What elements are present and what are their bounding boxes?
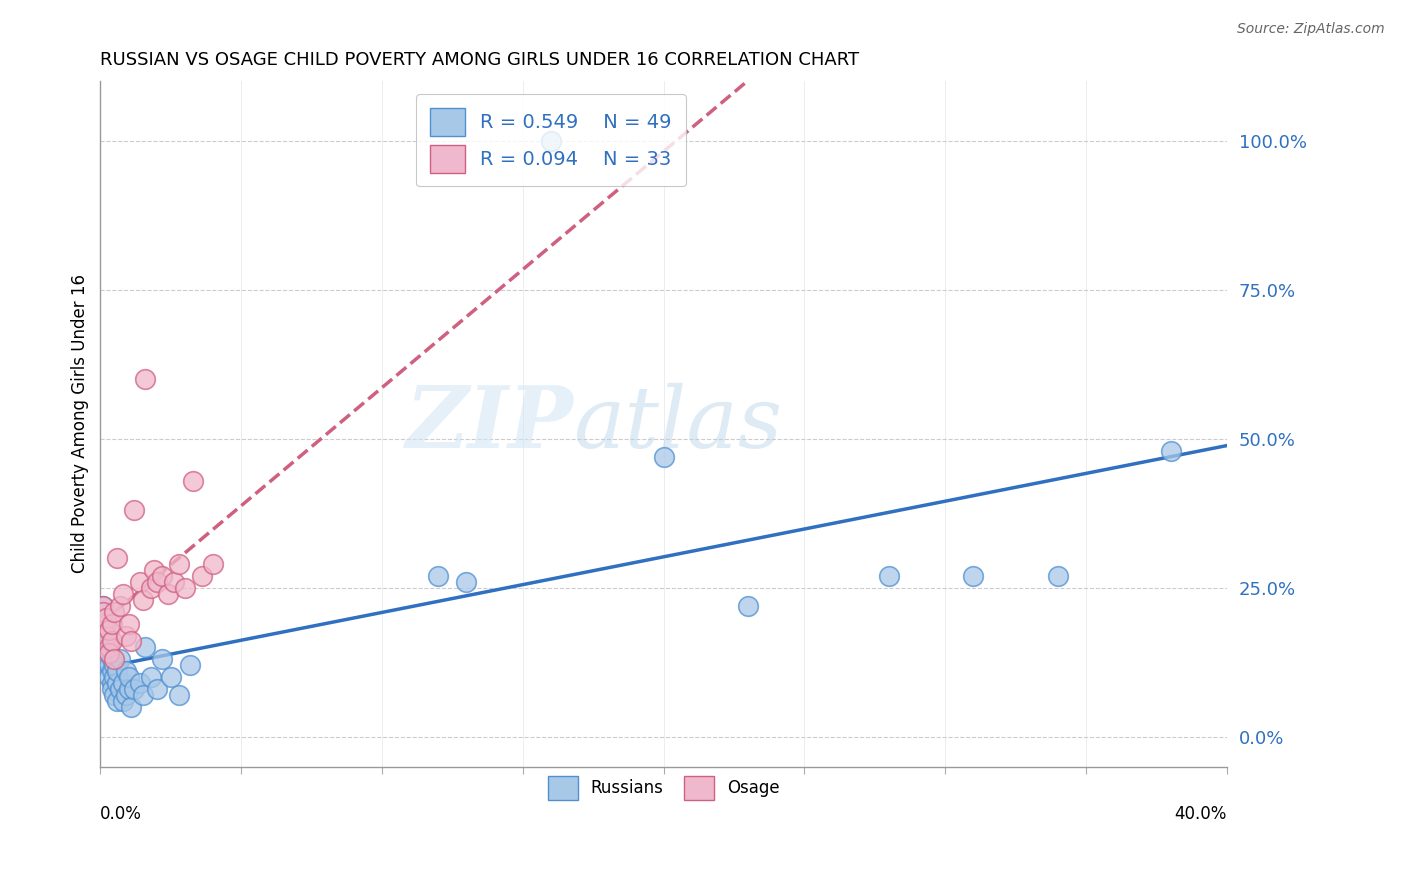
- Point: [94, 640, 117, 655]
- Point: [97, 670, 120, 684]
- Point: [114, 688, 136, 702]
- Point: [100, 665, 122, 679]
- Text: 0.0%: 0.0%: [100, 805, 142, 823]
- Point: [139, 670, 162, 684]
- Point: [91, 605, 114, 619]
- Point: [94, 616, 117, 631]
- Point: [103, 605, 125, 619]
- Point: [456, 574, 478, 589]
- Point: [122, 682, 145, 697]
- Point: [737, 599, 759, 613]
- Point: [1046, 569, 1069, 583]
- Point: [94, 628, 117, 642]
- Point: [131, 592, 153, 607]
- Text: ZIP: ZIP: [405, 382, 574, 466]
- Point: [150, 569, 173, 583]
- Point: [162, 574, 184, 589]
- Point: [122, 503, 145, 517]
- Point: [134, 372, 156, 386]
- Point: [540, 134, 562, 148]
- Point: [97, 658, 120, 673]
- Point: [97, 623, 120, 637]
- Point: [100, 676, 122, 690]
- Point: [108, 599, 131, 613]
- Point: [962, 569, 984, 583]
- Point: [145, 574, 167, 589]
- Point: [103, 688, 125, 702]
- Point: [201, 557, 224, 571]
- Point: [181, 474, 204, 488]
- Point: [145, 682, 167, 697]
- Point: [108, 652, 131, 666]
- Legend: Russians, Osage: Russians, Osage: [541, 769, 786, 806]
- Text: RUSSIAN VS OSAGE CHILD POVERTY AMONG GIRLS UNDER 16 CORRELATION CHART: RUSSIAN VS OSAGE CHILD POVERTY AMONG GIR…: [100, 51, 859, 69]
- Point: [114, 665, 136, 679]
- Point: [91, 616, 114, 631]
- Point: [105, 694, 128, 708]
- Text: atlas: atlas: [574, 383, 783, 466]
- Point: [159, 670, 181, 684]
- Point: [117, 670, 139, 684]
- Point: [128, 574, 150, 589]
- Point: [100, 652, 122, 666]
- Point: [103, 670, 125, 684]
- Point: [103, 652, 125, 666]
- Point: [139, 581, 162, 595]
- Point: [156, 587, 179, 601]
- Point: [100, 616, 122, 631]
- Y-axis label: Child Poverty Among Girls Under 16: Child Poverty Among Girls Under 16: [72, 275, 89, 574]
- Point: [111, 694, 134, 708]
- Point: [173, 581, 195, 595]
- Point: [91, 610, 114, 624]
- Point: [128, 676, 150, 690]
- Point: [97, 646, 120, 660]
- Point: [103, 658, 125, 673]
- Text: 40.0%: 40.0%: [1174, 805, 1227, 823]
- Point: [91, 599, 114, 613]
- Point: [120, 700, 142, 714]
- Point: [105, 665, 128, 679]
- Point: [190, 569, 212, 583]
- Point: [150, 652, 173, 666]
- Point: [97, 646, 120, 660]
- Point: [111, 587, 134, 601]
- Point: [94, 610, 117, 624]
- Point: [117, 682, 139, 697]
- Point: [97, 634, 120, 648]
- Point: [179, 658, 201, 673]
- Point: [94, 652, 117, 666]
- Point: [142, 563, 165, 577]
- Point: [167, 557, 190, 571]
- Point: [111, 676, 134, 690]
- Point: [94, 628, 117, 642]
- Point: [877, 569, 900, 583]
- Point: [100, 682, 122, 697]
- Point: [134, 640, 156, 655]
- Point: [427, 569, 450, 583]
- Point: [100, 634, 122, 648]
- Point: [108, 682, 131, 697]
- Point: [97, 640, 120, 655]
- Point: [1160, 443, 1182, 458]
- Text: Source: ZipAtlas.com: Source: ZipAtlas.com: [1237, 22, 1385, 37]
- Point: [131, 688, 153, 702]
- Point: [117, 616, 139, 631]
- Point: [652, 450, 675, 464]
- Point: [105, 551, 128, 566]
- Point: [114, 628, 136, 642]
- Point: [120, 634, 142, 648]
- Point: [91, 623, 114, 637]
- Point: [105, 676, 128, 690]
- Point: [91, 599, 114, 613]
- Point: [167, 688, 190, 702]
